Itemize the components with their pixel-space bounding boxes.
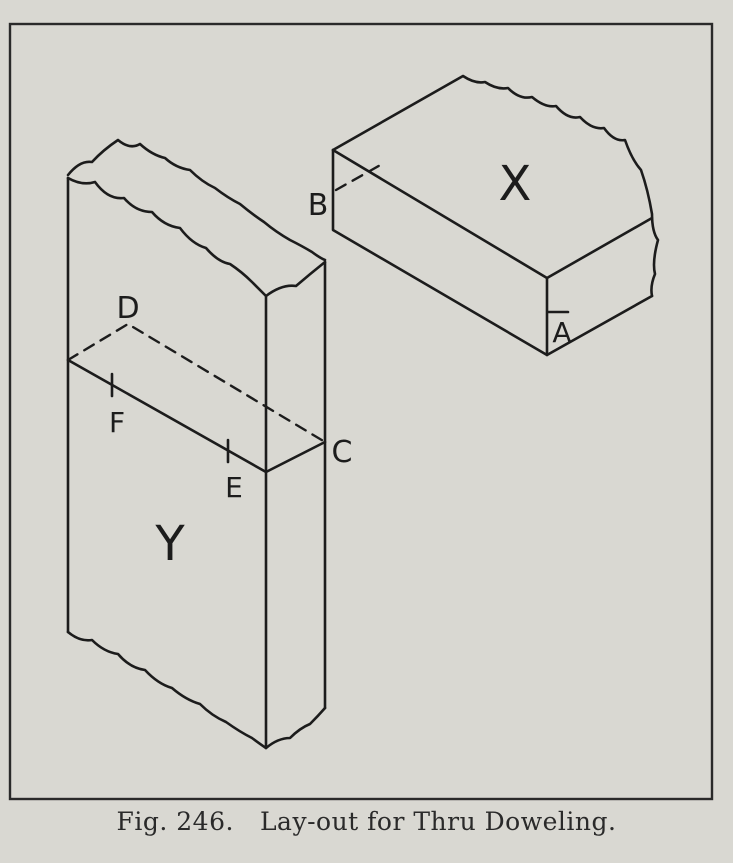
piece-y-dash-dc [66,322,327,444]
label-b: B [308,188,329,223]
piece-y-broken-top [66,138,327,262]
label-x: X [499,156,532,212]
piece-x-broken-edge [331,74,660,298]
piece-x [331,74,660,357]
piece-x-end-bottom [545,294,654,357]
piece-y [66,138,327,750]
piece-y-broken-bottom [66,630,327,750]
label-y: Y [154,516,185,572]
figure-title: Lay-out for Thru Doweling. [259,807,617,836]
figure-frame [8,22,714,801]
label-c: C [332,435,353,470]
label-d: D [116,291,139,326]
piece-y-broken-top-front [66,176,327,298]
label-f: F [109,406,125,439]
piece-x-front-face [331,148,549,357]
label-a: A [552,316,571,349]
figure-number: Fig. 246. [116,807,234,836]
piece-y-face-line [66,358,327,474]
piece-x-dash-b [334,161,386,192]
figure-caption: Fig. 246. Lay-out for Thru Doweling. [0,807,733,836]
label-e: E [225,471,243,504]
